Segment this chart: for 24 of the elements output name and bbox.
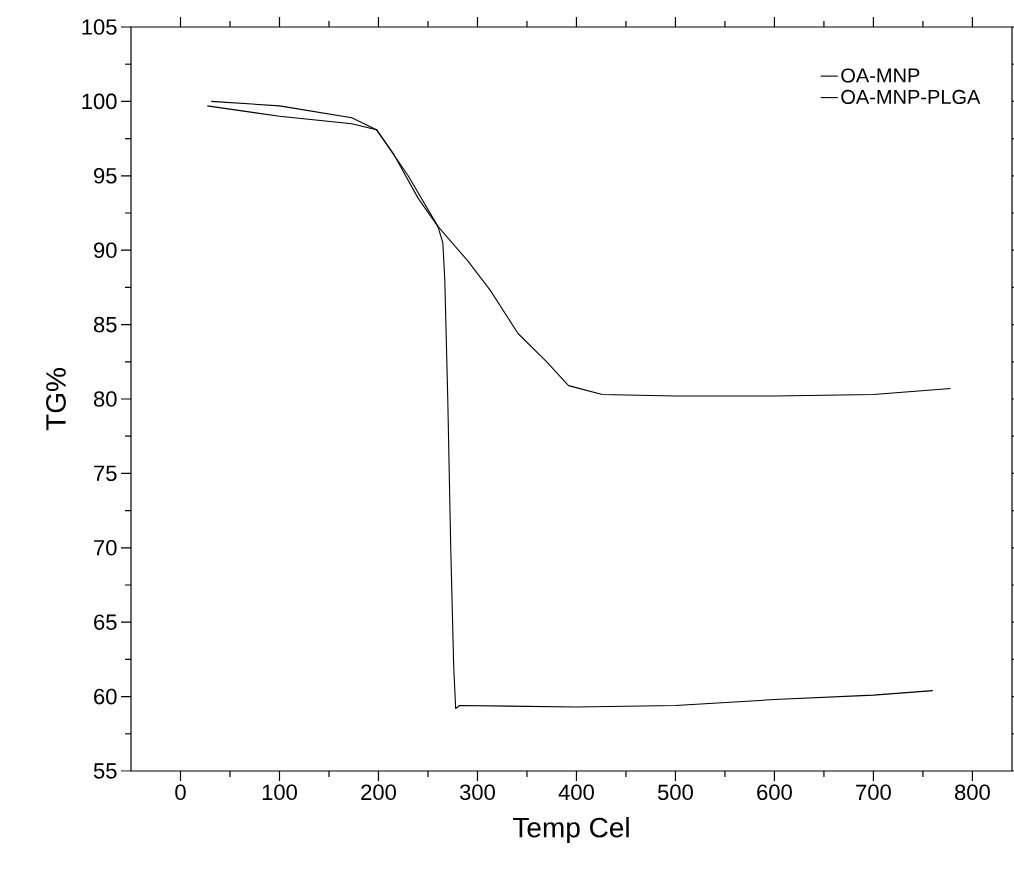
x-tick-label: 600 [757,784,792,801]
y-tick-label: 85 [93,316,117,333]
legend-label: OA-MNP-PLGA [841,89,981,105]
legend-label: OA-MNP [841,68,920,83]
y-tick-label: 80 [93,391,117,407]
x-tick-label: 200 [361,784,396,801]
y-tick-label: 55 [93,763,117,779]
y-tick-label: 70 [94,539,117,556]
x-tick-label: 0 [175,784,186,801]
y-tick-label: 100 [82,93,117,110]
y-tick-label: 60 [94,688,117,705]
x-tick-label: 400 [558,784,594,801]
x-tick-label: 700 [856,784,891,801]
y-tick-label: 90 [94,242,117,258]
y-tick-label: 65 [94,614,117,630]
y-axis-title: TG% [46,368,66,431]
x-tick-label: 100 [262,784,297,801]
y-tick-label: 95 [94,167,117,184]
x-tick-label: 500 [657,784,693,801]
x-tick-label: 800 [955,784,990,801]
x-axis-title: Temp Cel [513,816,629,844]
y-tick-label: 105 [82,19,117,35]
x-tick-label: 300 [459,784,495,801]
y-tick-label: 75 [94,465,117,482]
